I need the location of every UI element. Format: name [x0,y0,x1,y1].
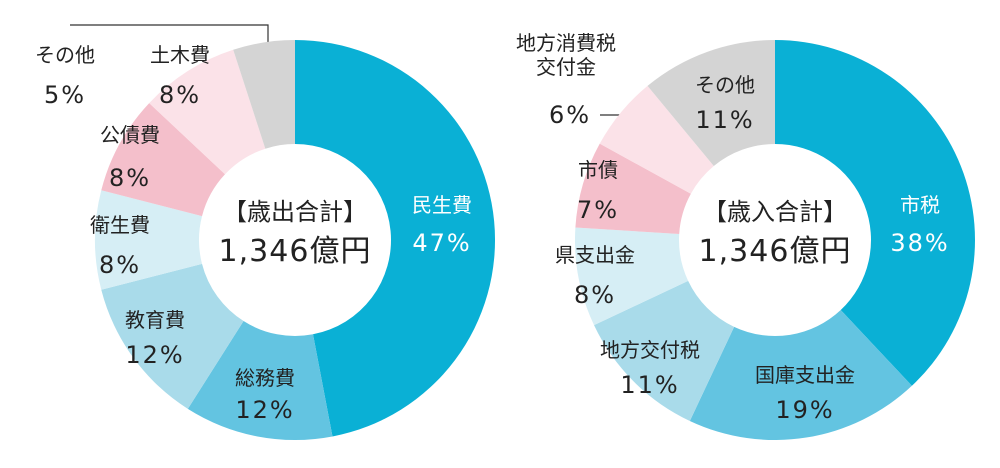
segment-label: 県支出金 [555,243,635,267]
segment-value: 8% [573,281,617,309]
segment-value: 8% [108,164,152,192]
donut-segment [149,49,266,175]
donut-segment [599,85,714,194]
segment-label: 公債費 [100,123,160,147]
segment-value: 47% [412,229,472,257]
segment-label: 民生費 [412,193,472,217]
donut-segment [594,280,735,421]
donut-segment [94,190,203,290]
donut-segment [233,40,295,149]
segment-label: 衛生費 [90,213,150,237]
segment-label: 国庫支出金 [755,363,855,387]
segment-value: 12% [235,396,295,424]
donut-segment [574,227,689,326]
segment-label: その他 [35,43,95,67]
donut-segment [101,263,244,409]
segment-label: 地方交付税 [600,338,700,362]
segment-label: 教育費 [125,308,185,332]
segment-label: 地方消費税交付金 [516,31,616,79]
donut-segment [575,143,691,234]
center-value: 1,346億円 [218,234,372,269]
segment-label: 市債 [578,158,618,182]
segment-value: 8% [98,251,142,279]
segment-value: 19% [775,396,835,424]
segment-value: 6% [548,101,592,129]
segment-value: 8% [158,81,202,109]
segment-value: 38% [890,229,950,257]
center-title: 【歳出合計】 [223,198,367,226]
donut-segment [101,103,226,217]
segment-value: 5% [43,81,87,109]
donut-segment [295,39,496,437]
center-title: 【歳入合計】 [703,198,847,226]
donut-segment [187,321,333,441]
segment-label: 土木費 [150,43,210,67]
segment-value: 12% [125,341,185,369]
segment-label: その他 [695,73,755,97]
segment-value: 11% [695,106,755,134]
segment-value: 7% [576,196,620,224]
donut-segment [647,40,775,167]
donut-segment [689,309,912,441]
center-value: 1,346億円 [698,234,852,269]
donut-segment [775,40,975,386]
segment-label: 市税 [900,193,940,217]
segment-value: 11% [620,371,680,399]
segment-label: 総務費 [235,366,295,390]
